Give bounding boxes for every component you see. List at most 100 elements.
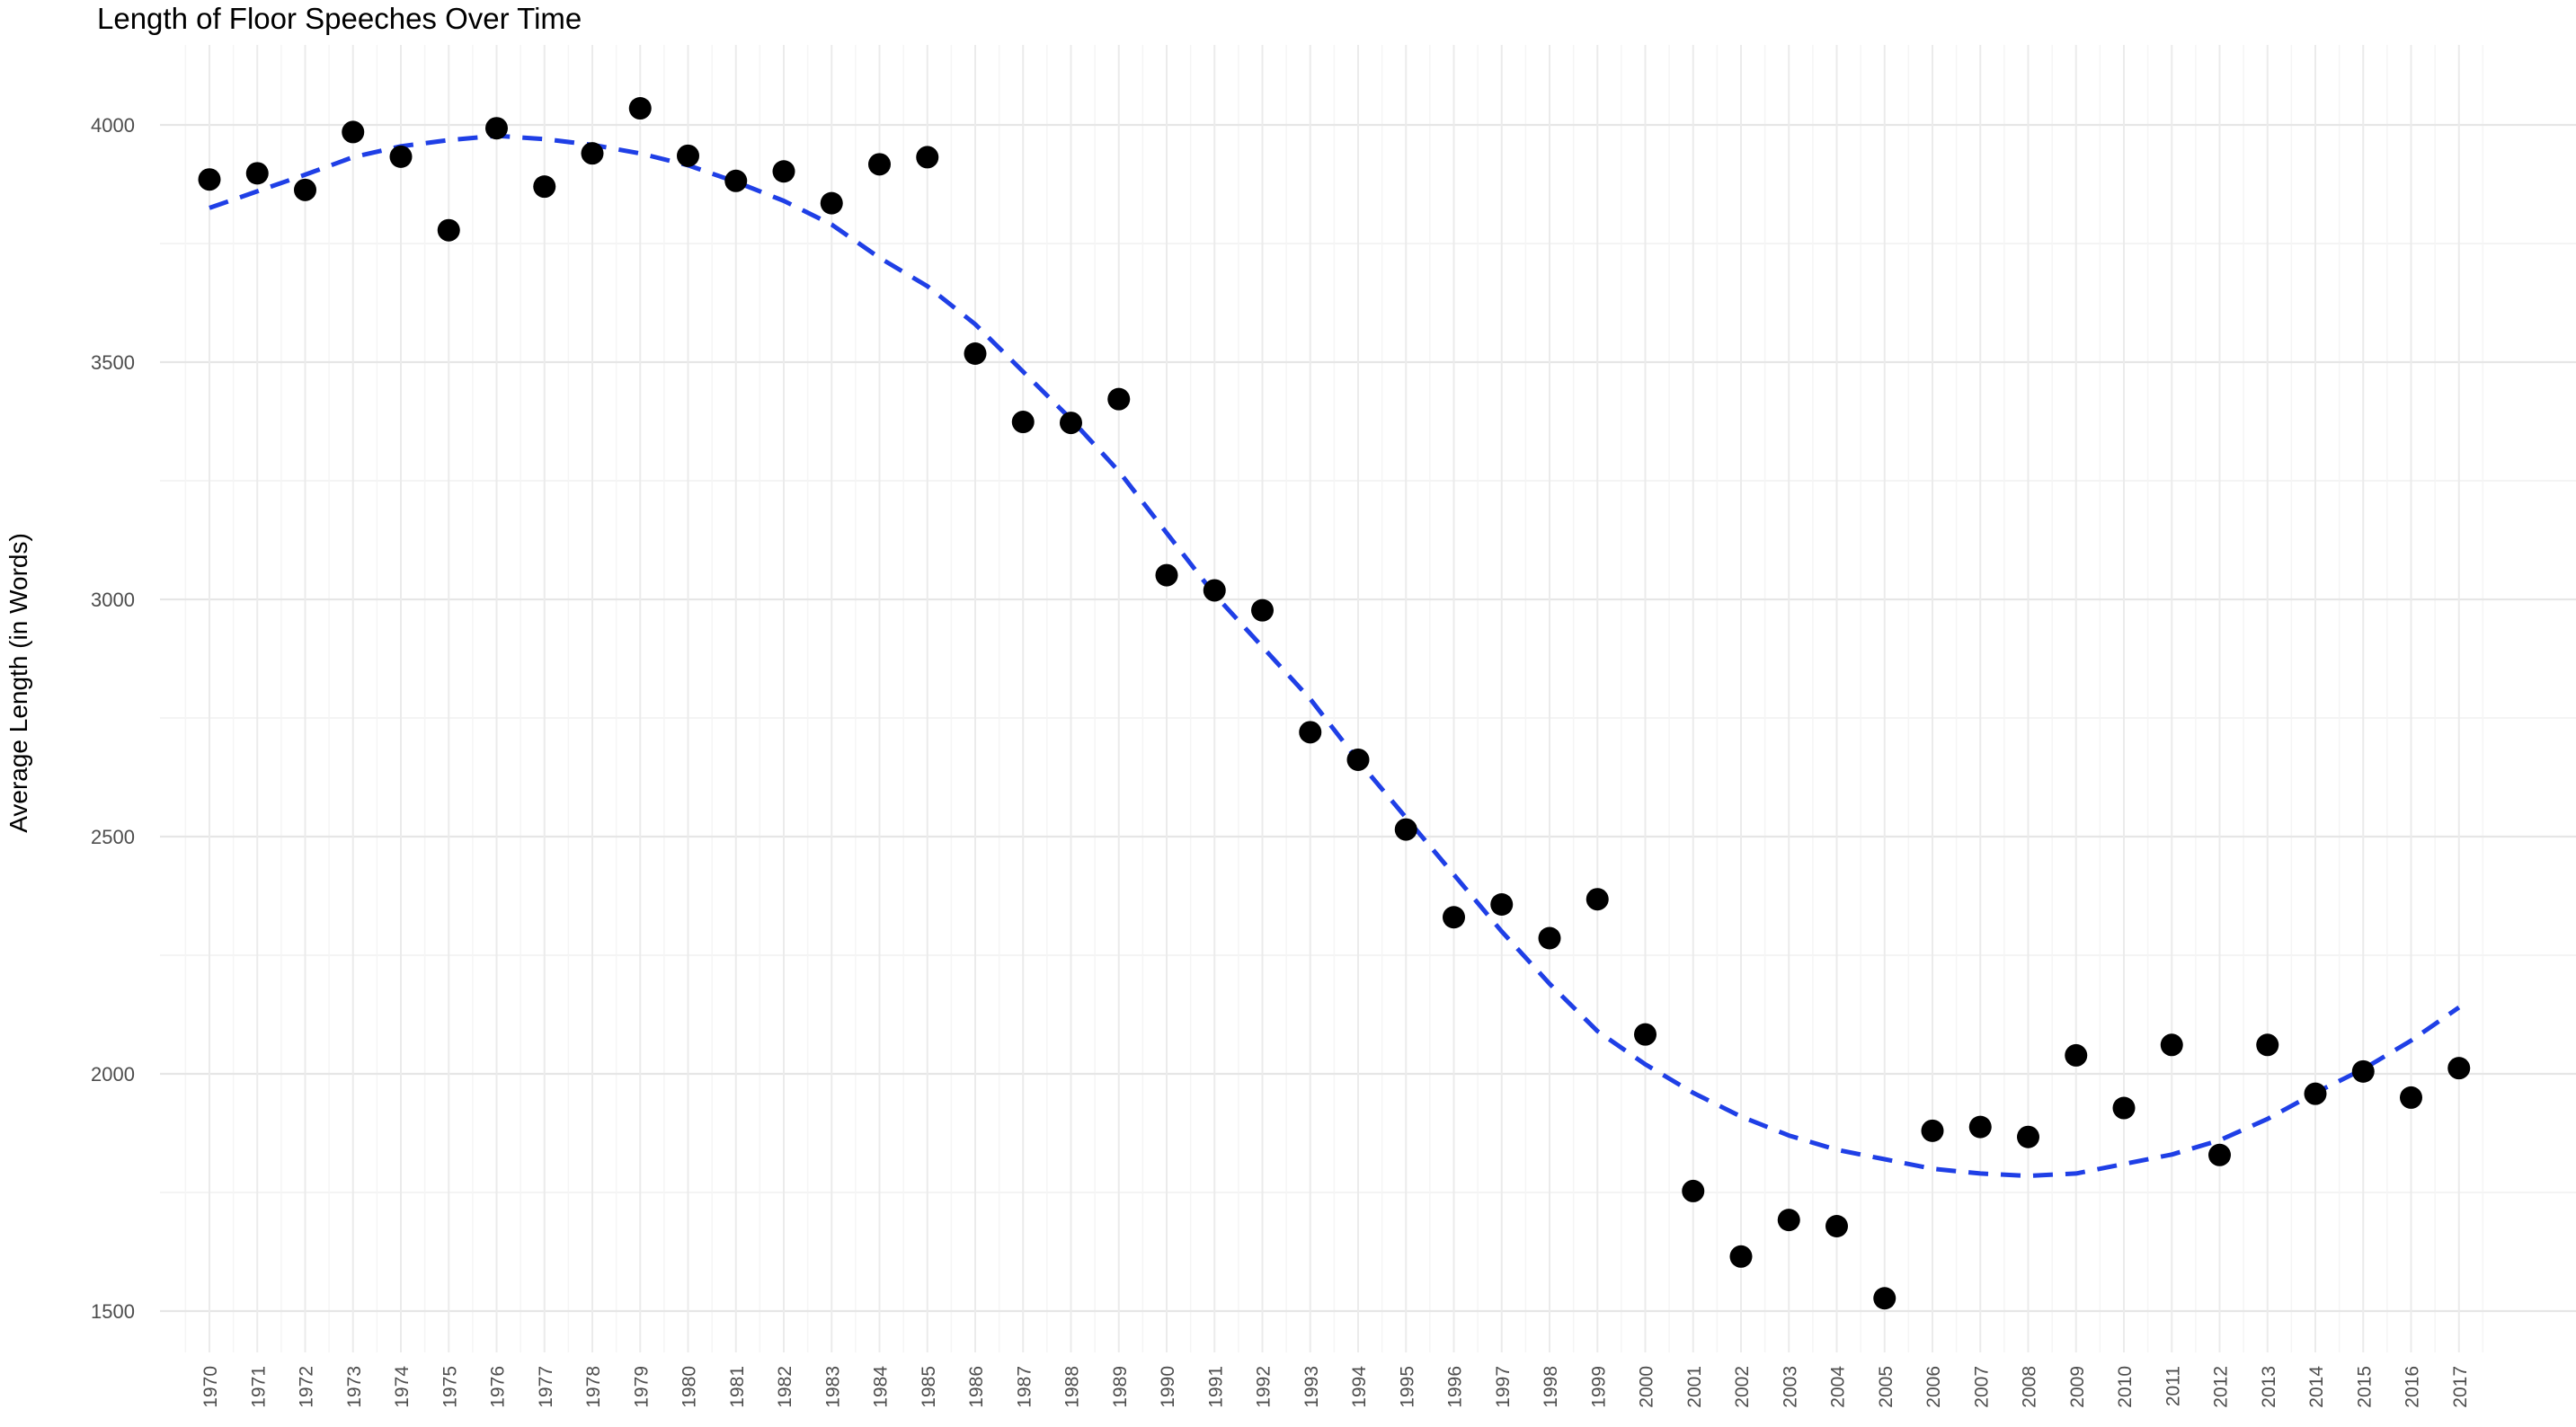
x-tick-label: 1976 [488,1366,509,1408]
x-tick-label: 2011 [2163,1366,2183,1406]
x-tick-label: 1993 [1301,1366,1322,1408]
data-point [1777,1209,1800,1232]
x-tick-label: 1996 [1445,1366,1466,1408]
x-tick-label: 2016 [2403,1366,2423,1408]
data-point [342,120,365,144]
x-tick-label: 2002 [1732,1366,1753,1408]
x-tick-label: 2001 [1684,1366,1705,1408]
data-point [2065,1043,2088,1067]
data-point [1682,1179,1705,1202]
x-tick-label: 1985 [919,1366,939,1408]
chart-title: Length of Floor Speeches Over Time [97,2,582,35]
x-tick-label: 1997 [1493,1366,1514,1408]
x-tick-label: 2010 [2115,1366,2136,1408]
x-tick-label: 1995 [1397,1366,1417,1408]
x-tick-label: 2017 [2450,1366,2471,1408]
major-gridlines [160,45,2576,1352]
data-point [1443,906,1465,929]
data-point [964,341,987,365]
trend-line [209,133,2461,1178]
data-point [2400,1086,2422,1109]
data-point [772,160,795,183]
x-tick-label: 2009 [2067,1366,2088,1408]
x-tick-label: 1983 [822,1366,843,1408]
x-axis-ticks: 1970 1971 1972 1973 1974 1975 1976 1977 1978 1979… [200,1366,2471,1408]
y-tick-label: 2500 [91,826,135,848]
y-axis-ticks: 1500 2000 2500 3000 3500 4000 [91,114,135,1323]
x-tick-label: 1972 [297,1366,317,1408]
x-tick-label: 1970 [200,1366,221,1408]
data-point [1729,1245,1753,1268]
data-point [2256,1033,2279,1057]
x-tick-label: 1981 [727,1366,748,1408]
y-tick-label: 1500 [91,1300,135,1323]
data-point [1586,888,1609,911]
y-axis-label: Average Length (in Words) [4,533,32,833]
data-point [1203,579,1226,602]
data-point [1921,1119,1944,1142]
data-point [628,97,652,120]
data-point [1251,598,1274,622]
data-point [724,169,748,192]
data-point [1346,748,1370,771]
x-tick-label: 1984 [871,1366,892,1408]
x-tick-label: 1978 [583,1366,604,1408]
x-tick-label: 2007 [1971,1366,1992,1408]
x-tick-label: 2015 [2354,1366,2375,1408]
x-tick-label: 1992 [1254,1366,1275,1408]
data-point [820,191,843,215]
data-point [1155,563,1178,587]
data-point [916,146,939,169]
data-point [1060,412,1082,435]
x-tick-label: 1988 [1062,1366,1083,1408]
x-tick-label: 2013 [2259,1366,2279,1408]
x-tick-label: 1999 [1588,1366,1609,1408]
x-tick-label: 1987 [1014,1366,1035,1408]
data-point [581,142,604,165]
data-point [2160,1033,2183,1057]
x-tick-label: 1979 [631,1366,652,1408]
data-point [868,153,891,176]
x-tick-label: 1975 [440,1366,460,1408]
y-tick-label: 4000 [91,114,135,137]
data-point [2208,1143,2231,1166]
data-point [1538,926,1561,950]
data-point [2112,1096,2136,1120]
y-tick-label: 2000 [91,1063,135,1086]
data-point [2351,1059,2375,1083]
data-point [485,117,508,140]
data-point [1825,1214,1848,1237]
x-tick-label: 2003 [1780,1366,1800,1408]
x-tick-label: 2012 [2211,1366,2232,1408]
x-tick-label: 2006 [1923,1366,1944,1408]
x-tick-label: 2004 [1828,1366,1849,1408]
data-points [198,97,2471,1310]
data-point [1490,893,1514,917]
data-point [389,145,413,168]
x-tick-label: 1977 [536,1366,556,1408]
data-point [1299,721,1322,744]
data-point [2017,1125,2039,1148]
data-point [677,144,699,167]
x-tick-label: 1982 [775,1366,795,1408]
data-point [1011,411,1035,434]
data-point [245,162,269,185]
x-tick-label: 2014 [2306,1366,2327,1408]
x-tick-label: 1974 [392,1366,413,1408]
x-tick-label: 1986 [966,1366,987,1408]
data-point [1394,818,1417,841]
x-tick-label: 2005 [1876,1366,1896,1408]
x-tick-label: 1990 [1158,1366,1178,1408]
x-tick-label: 1971 [248,1366,269,1408]
x-tick-label: 1994 [1349,1366,1370,1408]
x-tick-label: 1980 [680,1366,700,1408]
x-tick-label: 2000 [1637,1366,1657,1408]
data-point [533,175,556,199]
data-point [1634,1023,1657,1046]
data-point [437,218,460,242]
minor-gridlines [160,45,2576,1352]
data-point [1873,1287,1896,1310]
data-point [1107,387,1131,411]
data-point [198,168,221,191]
